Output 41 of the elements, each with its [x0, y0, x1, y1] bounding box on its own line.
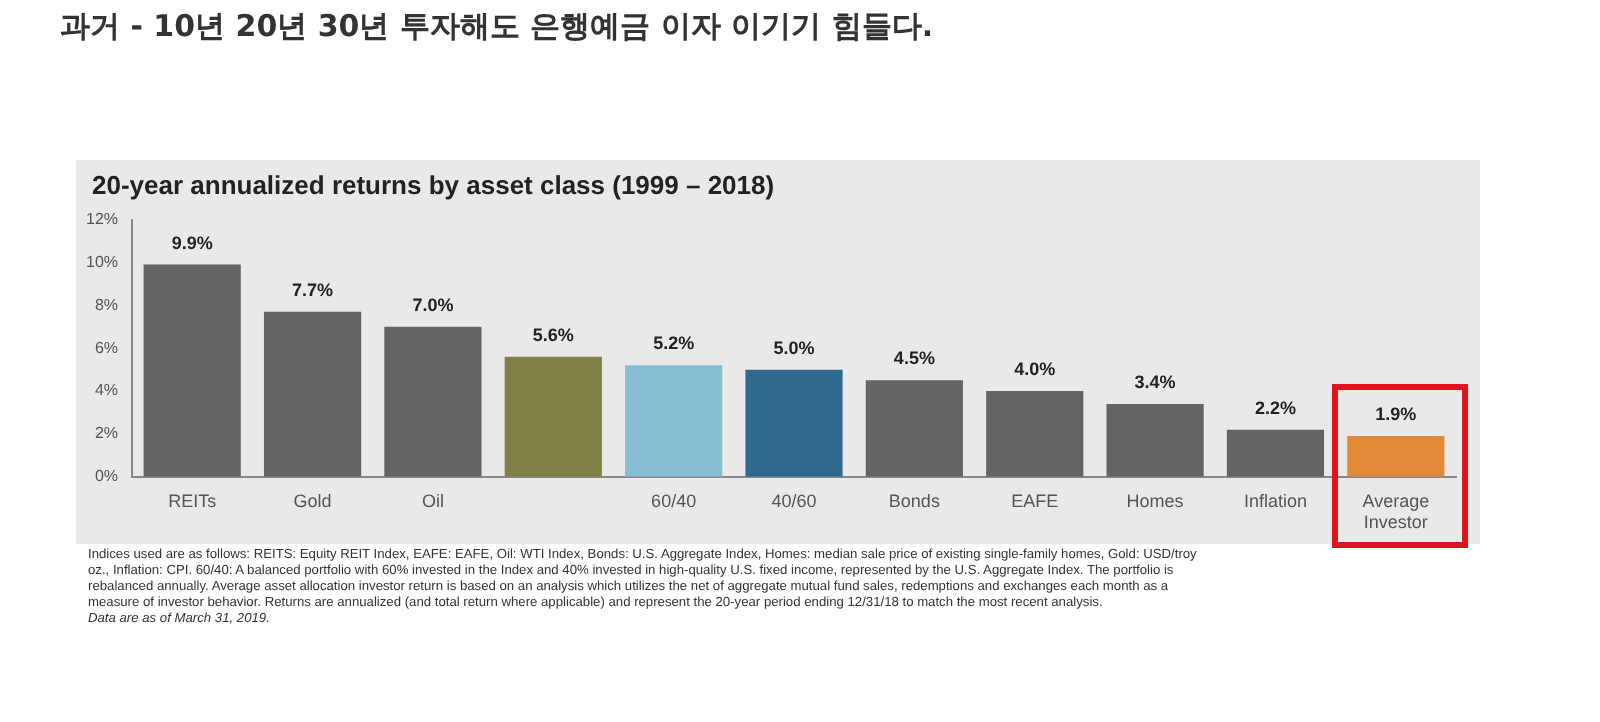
y-tick-label: 4%	[94, 381, 119, 400]
x-tick-label: Gold	[293, 490, 332, 511]
x-tick-label: EAFE	[1011, 490, 1059, 511]
bar	[1106, 403, 1204, 477]
x-tick-label: Average Investor	[1362, 490, 1430, 533]
x-tick-label: 60/40	[651, 490, 697, 511]
bar	[625, 365, 723, 477]
bar	[986, 391, 1084, 477]
data-label: 3.4%	[1134, 371, 1176, 392]
bar	[745, 369, 843, 477]
bar	[504, 356, 602, 477]
bar	[1226, 429, 1325, 477]
chart-title: 과거 - 10년 20년 30년 투자해도 은행예금 이자 이기기 힘들다.	[60, 8, 934, 46]
x-tick-label: 40/60	[771, 490, 817, 511]
y-tick-label: 12%	[85, 210, 119, 229]
bar	[263, 311, 362, 477]
data-label: 2.2%	[1254, 397, 1296, 418]
bar	[384, 326, 482, 477]
y-tick-label: 2%	[94, 424, 119, 443]
data-label: 7.0%	[412, 294, 454, 315]
data-label: 4.0%	[1014, 359, 1056, 380]
x-tick-label: REITs	[168, 490, 218, 511]
data-label: 5.2%	[653, 333, 695, 354]
bar	[143, 264, 241, 477]
data-label: 5.6%	[532, 324, 574, 345]
chart-subtitle: 20-year annualized returns by asset class (1999 – 2018)	[92, 170, 775, 200]
y-tick-label: 0%	[94, 467, 119, 486]
y-tick-label: 10%	[85, 252, 119, 271]
data-label: 1.9%	[1375, 404, 1417, 425]
data-label: 5.0%	[773, 337, 815, 358]
x-tick-label: Bonds	[888, 490, 941, 511]
x-tick-label: Oil	[421, 490, 444, 511]
x-tick-label: Inflation	[1243, 490, 1307, 511]
data-label: 7.7%	[292, 279, 334, 300]
bar	[865, 380, 963, 477]
data-label: 4.5%	[893, 348, 935, 369]
y-tick-label: 6%	[94, 338, 119, 357]
y-tick-label: 8%	[94, 295, 119, 314]
data-label: 9.9%	[171, 232, 213, 253]
bar	[1347, 436, 1445, 477]
x-tick-label: Homes	[1126, 490, 1185, 511]
